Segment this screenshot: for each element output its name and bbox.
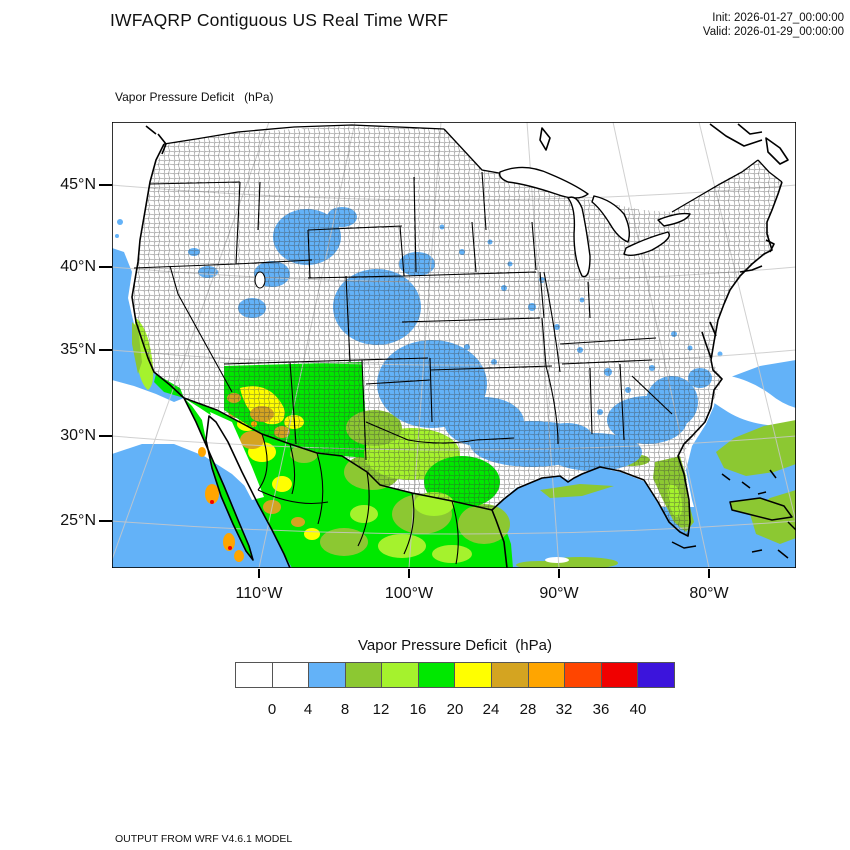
lat-label-40n: 40°N <box>60 258 96 275</box>
colorbar-box <box>345 663 383 687</box>
great-lakes <box>254 166 691 289</box>
canada-mexico-borders <box>163 124 783 511</box>
colorbar-box <box>455 663 493 687</box>
lat-tick <box>99 435 112 437</box>
lon-label-90w: 90°W <box>539 585 579 602</box>
coastlines <box>131 123 789 568</box>
valid-time: Valid: 2026-01-29_00:00:00 <box>702 26 844 38</box>
lat-label-45n: 45°N <box>60 176 96 193</box>
init-time: Init: 2026-01-27_00:00:00 <box>712 12 844 24</box>
footer-model-line: OUTPUT FROM WRF V4.6.1 MODEL <box>115 833 293 845</box>
colorbar-box <box>272 663 310 687</box>
colorbar-box <box>236 663 273 687</box>
colorbar-box <box>528 663 566 687</box>
lat-label-30n: 30°N <box>60 427 96 444</box>
lon-tick <box>558 569 560 578</box>
state-borders <box>133 171 673 565</box>
colorbar-tick-28: 28 <box>519 701 537 718</box>
colorbar-box <box>309 663 346 687</box>
colorbar-box <box>418 663 456 687</box>
lon-label-100w: 100°W <box>384 585 434 602</box>
colorbar-tick-20: 20 <box>446 701 464 718</box>
colorbar-tick-32: 32 <box>555 701 573 718</box>
init-valid-block: Init: 2026-01-27_00:00:00 Valid: 2026-01… <box>703 11 844 39</box>
colorbar <box>235 662 675 688</box>
lon-tick <box>258 569 260 578</box>
colorbar-box <box>382 663 419 687</box>
lat-label-35n: 35°N <box>60 341 96 358</box>
colorbar-tick-24: 24 <box>482 701 500 718</box>
lat-tick <box>99 266 112 268</box>
lat-label-25n: 25°N <box>60 512 96 529</box>
lon-label-80w: 80°W <box>689 585 729 602</box>
caribbean-islands <box>671 469 796 559</box>
colorbar-tick-4: 4 <box>303 701 313 718</box>
colorbar-box <box>492 663 529 687</box>
ocean-fill <box>112 219 796 568</box>
colorbar-title: Vapor Pressure Deficit (hPa) <box>358 637 552 654</box>
colorbar-box <box>638 663 674 687</box>
lon-tick <box>708 569 710 578</box>
colorbar-tick-12: 12 <box>372 701 390 718</box>
lat-tick <box>99 184 112 186</box>
colorbar-tick-16: 16 <box>409 701 427 718</box>
field-label: Vapor Pressure Deficit (hPa) <box>115 90 274 104</box>
colorbar-tick-0: 0 <box>267 701 277 718</box>
colorbar-box <box>601 663 639 687</box>
lon-tick <box>408 569 410 578</box>
lat-tick <box>99 349 112 351</box>
page-title: IWFAQRP Contiguous US Real Time WRF <box>110 10 449 30</box>
us-vpd-map <box>112 122 796 568</box>
footer-block: OUTPUT FROM WRF V4.6.1 MODEL WE = 580 ; … <box>115 806 528 850</box>
lat-tick <box>99 520 112 522</box>
colorbar-tick-8: 8 <box>340 701 350 718</box>
colorbar-tick-36: 36 <box>592 701 610 718</box>
colorbar-box <box>565 663 602 687</box>
lon-label-110w: 110°W <box>235 585 283 602</box>
colorbar-tick-40: 40 <box>629 701 647 718</box>
